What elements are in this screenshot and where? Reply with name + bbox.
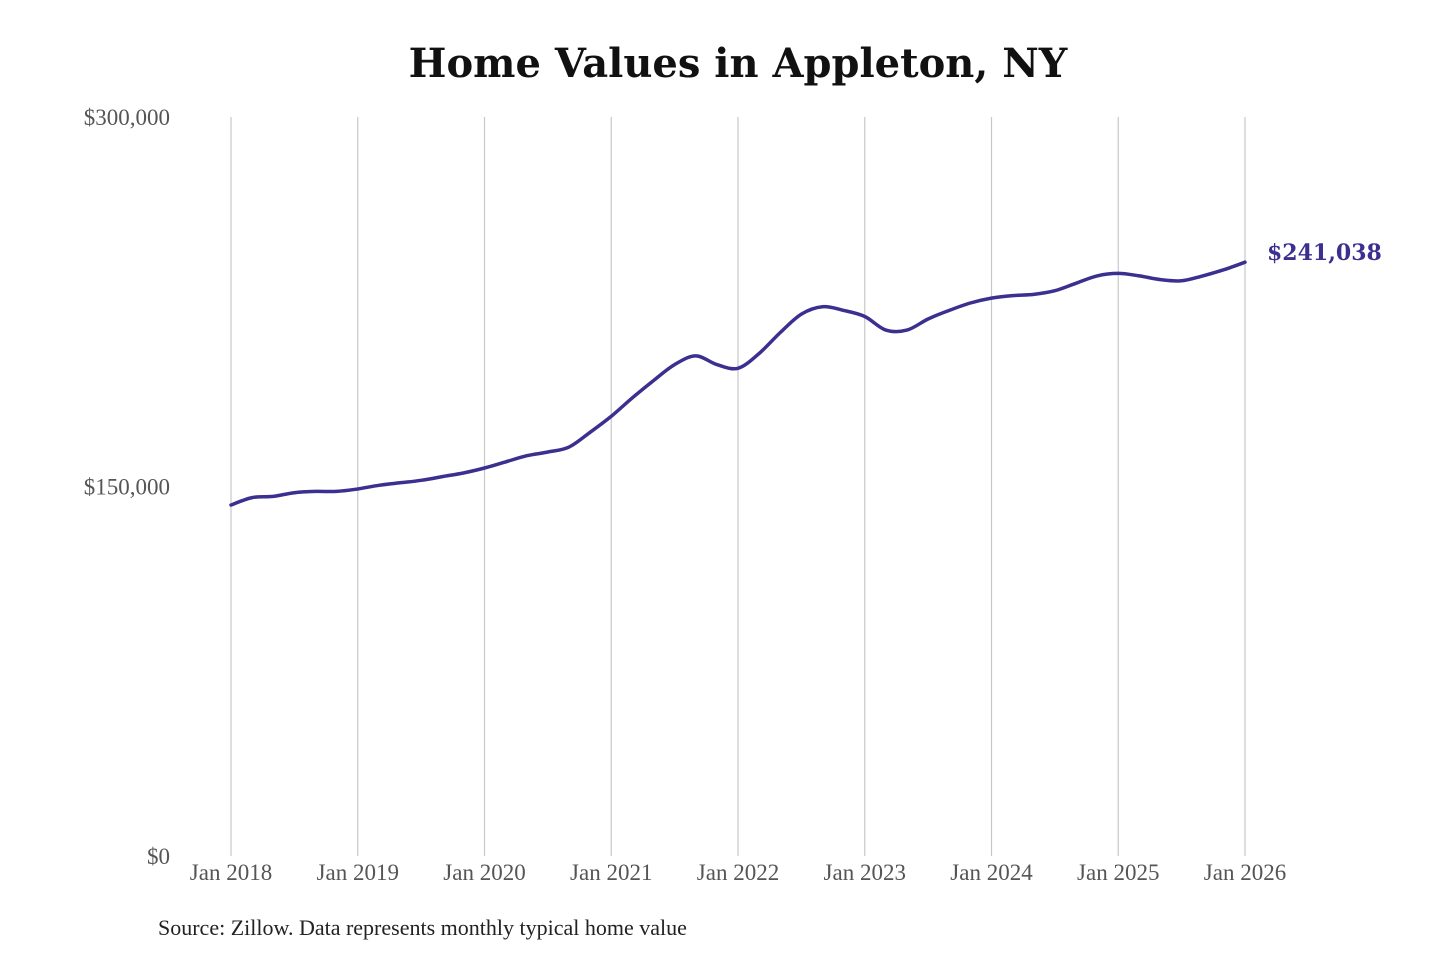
x-tick-label: Jan 2019 [317,860,399,885]
x-tick-label: Jan 2020 [443,860,525,885]
y-tick-label: $0 [147,844,170,869]
series-line [229,260,1247,507]
x-tick-label: Jan 2018 [190,860,272,885]
x-tick-label: Jan 2021 [570,860,652,885]
y-tick-label: $150,000 [84,475,170,500]
y-tick-label: $300,000 [84,105,170,130]
x-tick-label: Jan 2022 [697,860,779,885]
x-tick-label: Jan 2025 [1077,860,1159,885]
x-tick-label: Jan 2026 [1204,860,1286,885]
chart-title: Home Values in Appleton, NY [408,40,1068,87]
end-value-label: $241,038 [1267,240,1382,266]
source-note: Source: Zillow. Data represents monthly … [158,915,687,940]
x-tick-label: Jan 2023 [824,860,906,885]
x-tick-label: Jan 2024 [950,860,1033,885]
